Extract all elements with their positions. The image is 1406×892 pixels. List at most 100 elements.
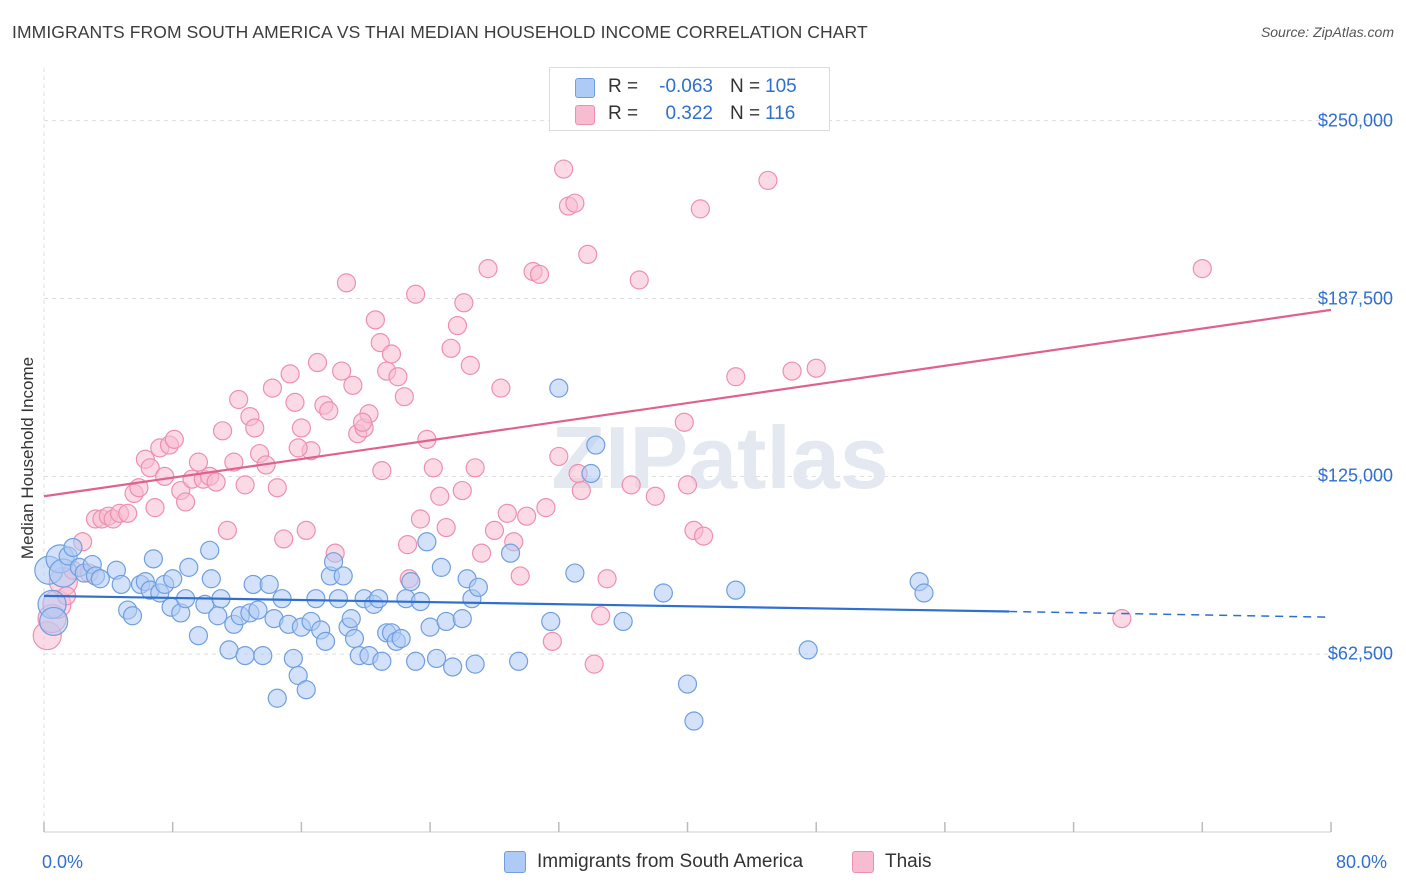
thais-point bbox=[430, 486, 450, 506]
n-value: 116 bbox=[765, 103, 796, 124]
south-america-point bbox=[315, 631, 336, 651]
thais-point bbox=[478, 259, 498, 279]
south-america-point bbox=[90, 569, 110, 589]
thais-point bbox=[140, 458, 160, 478]
south-america-point bbox=[344, 628, 365, 649]
legend-item-south-america: Immigrants from South America bbox=[504, 851, 803, 873]
thais-point bbox=[394, 387, 414, 407]
thais-point bbox=[332, 361, 352, 381]
thais-point bbox=[388, 367, 408, 387]
thais-point bbox=[145, 498, 165, 518]
thais-point bbox=[410, 509, 431, 529]
thais-trend-line bbox=[43, 308, 1332, 498]
thais-point bbox=[288, 438, 308, 458]
stats-legend: R = -0.063 N = 105 R = 0.322 N = 116 bbox=[549, 67, 830, 131]
watermark: ZIPatlas bbox=[551, 408, 888, 507]
south-america-point bbox=[684, 711, 704, 731]
south-america-point bbox=[219, 640, 239, 660]
n-label: N = bbox=[730, 103, 761, 124]
thais-point bbox=[406, 284, 426, 304]
south-america-point bbox=[465, 654, 485, 674]
south-america-trend-extension bbox=[1009, 610, 1332, 618]
south-america-point bbox=[200, 540, 220, 560]
south-america-point bbox=[372, 651, 392, 671]
thais-point bbox=[365, 310, 386, 330]
south-america-point bbox=[508, 651, 529, 671]
r-label: R = bbox=[608, 103, 639, 124]
south-america-point bbox=[341, 609, 361, 629]
thais-point bbox=[296, 520, 316, 541]
thais-point bbox=[497, 503, 517, 523]
south-america-point bbox=[243, 574, 263, 595]
y-tick-label: $125,000 bbox=[1317, 465, 1393, 486]
south-america-point bbox=[296, 680, 316, 700]
thais-point bbox=[397, 535, 418, 555]
south-america-point bbox=[726, 580, 746, 600]
south-america-point bbox=[401, 572, 421, 592]
thais-point bbox=[1112, 609, 1132, 629]
legend-label: Immigrants from South America bbox=[537, 851, 804, 872]
thais-point bbox=[336, 273, 357, 293]
legend-item-thais: Thais bbox=[852, 851, 931, 873]
thais-point bbox=[307, 352, 328, 373]
thais-point bbox=[578, 244, 598, 265]
thais-point bbox=[319, 401, 339, 421]
thais-point bbox=[690, 199, 710, 219]
stats-row-thais: R = 0.322 N = 116 bbox=[550, 101, 829, 127]
stats-row-south-america: R = -0.063 N = 105 bbox=[550, 74, 829, 100]
thais-legend-swatch bbox=[852, 851, 874, 873]
south-america-point bbox=[417, 532, 437, 552]
thais-point bbox=[584, 654, 604, 674]
thais-point bbox=[267, 478, 287, 498]
thais-point bbox=[529, 264, 550, 284]
thais-point bbox=[491, 378, 511, 398]
y-tick-label: $62,500 bbox=[1327, 643, 1393, 664]
thais-point bbox=[465, 458, 485, 478]
thais-point bbox=[621, 475, 641, 495]
south-america-point bbox=[452, 609, 472, 629]
thais-point bbox=[245, 418, 265, 438]
thais-point bbox=[423, 458, 443, 478]
thais-point bbox=[343, 375, 363, 395]
thais-point bbox=[175, 492, 196, 512]
south-america-point bbox=[565, 563, 585, 583]
thais-point bbox=[118, 503, 138, 523]
thais-point bbox=[372, 461, 392, 481]
r-label: R = bbox=[608, 76, 639, 97]
south-america-point bbox=[798, 640, 818, 660]
thais-point bbox=[441, 338, 461, 358]
south-america-point bbox=[188, 626, 209, 646]
south-america-point bbox=[391, 628, 411, 649]
south-america-point bbox=[201, 569, 221, 589]
thais-point bbox=[452, 480, 472, 501]
south-america-point bbox=[468, 577, 488, 597]
south-america-point bbox=[914, 583, 934, 603]
south-america-point bbox=[369, 589, 389, 609]
south-america-point bbox=[267, 688, 287, 708]
r-value: 0.322 bbox=[665, 103, 713, 124]
thais-point bbox=[693, 526, 714, 546]
thais-point bbox=[571, 480, 591, 501]
thais-point bbox=[1192, 259, 1212, 279]
n-value: 105 bbox=[765, 76, 797, 97]
thais-point bbox=[484, 520, 505, 541]
thais-point bbox=[726, 367, 746, 387]
thais-point bbox=[212, 421, 233, 441]
thais-point bbox=[510, 566, 530, 586]
south-america-point bbox=[248, 600, 268, 620]
thais-point bbox=[677, 475, 698, 495]
thais-point bbox=[274, 529, 294, 549]
thais-swatch bbox=[575, 105, 595, 125]
thais-point bbox=[517, 506, 537, 526]
south-america-point bbox=[443, 657, 463, 677]
south-america-swatch bbox=[575, 78, 595, 98]
south-america-point bbox=[63, 537, 83, 558]
south-america-point bbox=[111, 574, 131, 595]
thais-point bbox=[460, 355, 480, 375]
thais-point bbox=[806, 358, 826, 378]
thais-point bbox=[155, 466, 175, 486]
south-america-point bbox=[431, 557, 451, 577]
thais-point bbox=[291, 418, 311, 438]
x-tick-min: 0.0% bbox=[42, 852, 84, 872]
thais-point bbox=[674, 412, 694, 432]
